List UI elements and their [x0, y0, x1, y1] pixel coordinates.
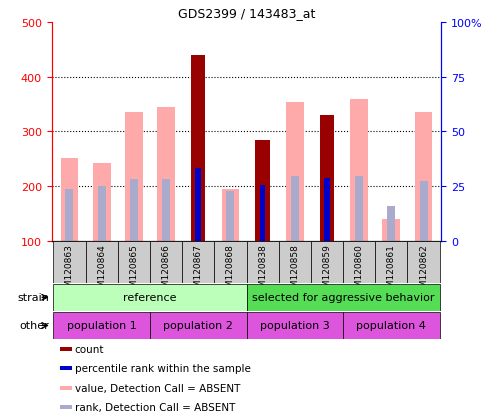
Bar	[125, 113, 142, 242]
Bar	[375, 242, 407, 283]
Bar	[291, 177, 299, 242]
Text: reference: reference	[123, 292, 176, 303]
Bar	[246, 312, 343, 339]
Bar	[66, 189, 73, 242]
Bar	[355, 177, 363, 242]
Text: value, Detection Call = ABSENT: value, Detection Call = ABSENT	[74, 383, 240, 393]
Bar	[255, 141, 270, 242]
Bar	[246, 242, 279, 283]
Text: GSM120863: GSM120863	[65, 244, 74, 299]
Bar	[407, 242, 440, 283]
Text: GSM120861: GSM120861	[387, 244, 396, 299]
Text: GSM120858: GSM120858	[290, 244, 299, 299]
Text: population 1: population 1	[67, 320, 137, 331]
Bar	[221, 189, 239, 242]
Bar	[150, 312, 246, 339]
Bar	[60, 405, 72, 409]
Bar	[118, 242, 150, 283]
Text: percentile rank within the sample: percentile rank within the sample	[74, 363, 250, 373]
Bar	[260, 185, 266, 242]
Bar	[286, 102, 304, 242]
Text: population 3: population 3	[260, 320, 330, 331]
Text: population 2: population 2	[163, 320, 233, 331]
Title: GDS2399 / 143483_at: GDS2399 / 143483_at	[178, 7, 315, 20]
Bar	[415, 113, 432, 242]
Bar	[195, 168, 201, 242]
Bar	[279, 242, 311, 283]
Bar	[60, 366, 72, 370]
Text: selected for aggressive behavior: selected for aggressive behavior	[252, 292, 434, 303]
Bar	[387, 206, 395, 242]
Bar	[343, 312, 440, 339]
Bar	[351, 99, 368, 242]
Bar	[53, 312, 150, 339]
Bar	[214, 242, 246, 283]
Text: GSM120860: GSM120860	[354, 244, 364, 299]
Text: GSM120866: GSM120866	[162, 244, 171, 299]
Bar	[61, 159, 78, 242]
Text: GSM120864: GSM120864	[97, 244, 106, 298]
Bar	[157, 108, 175, 242]
Bar	[311, 242, 343, 283]
Bar	[130, 180, 138, 242]
Bar	[60, 386, 72, 390]
Bar	[420, 181, 427, 242]
Bar	[320, 116, 334, 242]
Text: GSM120868: GSM120868	[226, 244, 235, 299]
Bar	[383, 220, 400, 242]
Text: population 4: population 4	[356, 320, 426, 331]
Text: GSM120838: GSM120838	[258, 244, 267, 299]
Bar	[53, 284, 246, 311]
Bar	[150, 242, 182, 283]
Text: GSM120867: GSM120867	[194, 244, 203, 299]
Text: GSM120865: GSM120865	[129, 244, 139, 299]
Bar	[98, 187, 106, 242]
Bar	[86, 242, 118, 283]
Bar	[93, 164, 110, 242]
Bar	[324, 179, 330, 242]
Bar	[60, 347, 72, 351]
Text: GSM120859: GSM120859	[322, 244, 331, 299]
Bar	[162, 180, 170, 242]
Bar	[246, 284, 440, 311]
Text: GSM120862: GSM120862	[419, 244, 428, 298]
Bar	[191, 55, 206, 242]
Text: strain: strain	[17, 292, 49, 303]
Bar	[182, 242, 214, 283]
Bar	[53, 242, 86, 283]
Bar	[226, 191, 235, 242]
Bar	[343, 242, 375, 283]
Text: count: count	[74, 344, 104, 354]
Text: rank, Detection Call = ABSENT: rank, Detection Call = ABSENT	[74, 402, 235, 412]
Text: other: other	[20, 320, 49, 331]
